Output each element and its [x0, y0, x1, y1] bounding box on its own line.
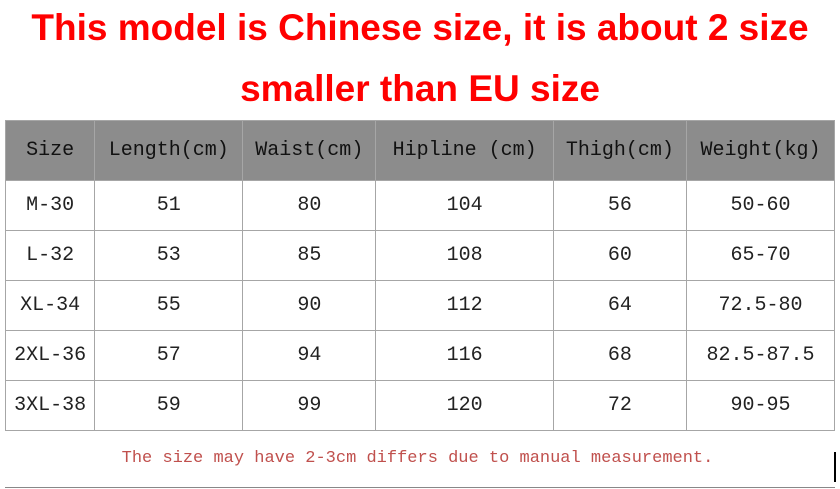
table-cell: 82.5-87.5 [686, 330, 835, 381]
title-line: This model is Chinese size, it is about … [31, 7, 809, 48]
header-row: Size Length(cm) Waist(cm) Hipline (cm) Thigh… [4, 120, 835, 181]
table-cell: 64 [552, 280, 688, 331]
table-row: 3XL-38 59 99 120 72 90-95 [4, 380, 835, 431]
table-cell: 94 [242, 330, 377, 381]
column-header: Hipline (cm) [375, 120, 554, 181]
table-row: 2XL-36 57 94 116 68 82.5-87.5 [4, 330, 835, 381]
table-cell: 50-60 [686, 180, 835, 231]
table-cell: 51 [94, 180, 244, 231]
table-cell: 65-70 [686, 230, 835, 281]
table-cell: 90-95 [686, 380, 835, 431]
column-header: Size [4, 120, 96, 181]
table-cell: 72.5-80 [686, 280, 835, 331]
table-cell: 57 [94, 330, 244, 381]
table-cell: 53 [94, 230, 244, 281]
table-cell: 56 [552, 180, 688, 231]
table-cell: L-32 [4, 230, 96, 281]
table-cell: 2XL-36 [4, 330, 96, 381]
size-table: Size Length(cm) Waist(cm) Hipline (cm) Thigh… [4, 120, 835, 431]
column-header: Thigh(cm) [552, 120, 688, 181]
table-cell: 116 [375, 330, 554, 381]
divider [834, 452, 836, 482]
table-cell: 108 [375, 230, 554, 281]
table-cell: 85 [242, 230, 377, 281]
divider [5, 487, 835, 488]
table-cell: 80 [242, 180, 377, 231]
table-cell: M-30 [4, 180, 96, 231]
table-cell: 99 [242, 380, 377, 431]
table-row: XL-34 55 90 112 64 72.5-80 [4, 280, 835, 331]
table-cell: 90 [242, 280, 377, 331]
table-cell: 60 [552, 230, 688, 281]
table-cell: 3XL-38 [4, 380, 96, 431]
column-header: Waist(cm) [242, 120, 377, 181]
table-cell: 68 [552, 330, 688, 381]
column-header: Length(cm) [94, 120, 244, 181]
title-line: smaller than EU size [240, 68, 600, 109]
table-cell: 104 [375, 180, 554, 231]
footer-note: The size may have 2-3cm differs due to m… [121, 449, 714, 468]
table-cell: XL-34 [4, 280, 96, 331]
column-header: Weight(kg) [686, 120, 835, 181]
table-cell: 112 [375, 280, 554, 331]
table-row: L-32 53 85 108 60 65-70 [4, 230, 835, 281]
table-cell: 72 [552, 380, 688, 431]
table-cell: 55 [94, 280, 244, 331]
table-cell: 59 [94, 380, 244, 431]
table-row: M-30 51 80 104 56 50-60 [4, 180, 835, 231]
table-cell: 120 [375, 380, 554, 431]
